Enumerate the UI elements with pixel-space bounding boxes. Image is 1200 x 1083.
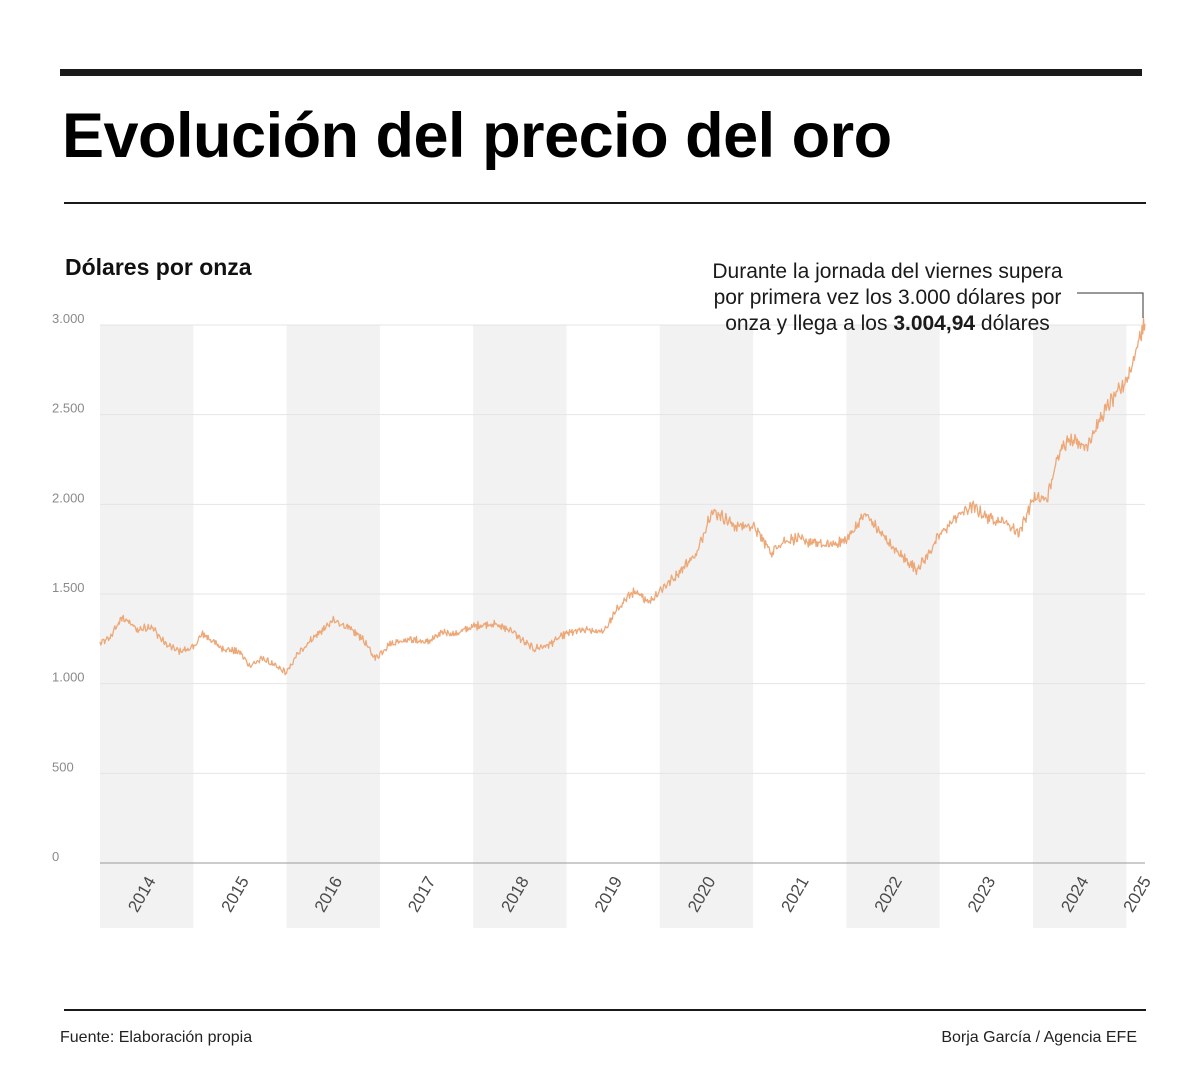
unit-label: Dólares por onza <box>65 254 252 280</box>
y-tick-label: 1.500 <box>52 580 85 595</box>
y-tick-label: 0 <box>52 849 59 864</box>
year-label-2017: 2017 <box>404 873 439 915</box>
page-title: Evolución del precio del oro <box>62 101 892 171</box>
annotation-suffix: dólares <box>975 312 1050 335</box>
year-band-2024 <box>1033 325 1127 928</box>
year-label-2021: 2021 <box>777 873 812 915</box>
top-rule <box>60 69 1142 76</box>
y-tick-label: 1.000 <box>52 670 85 685</box>
y-tick-label: 2.500 <box>52 401 85 416</box>
annotation-line-3: onza y llega a los 3.004,94 dólares <box>700 311 1075 337</box>
year-band-2022 <box>846 325 940 928</box>
y-tick-label: 500 <box>52 759 74 774</box>
year-label-2015: 2015 <box>218 873 253 915</box>
title-divider <box>64 202 1146 204</box>
annotation-leader-line <box>1077 292 1144 318</box>
annotation-line-1: Durante la jornada del viernes supera <box>712 260 1063 283</box>
year-label-2019: 2019 <box>591 873 626 915</box>
year-band-2016 <box>286 325 380 928</box>
annotation-line-2: por primera vez los 3.000 dólares por <box>713 286 1062 309</box>
source-note: Fuente: Elaboración propia <box>60 1029 253 1046</box>
year-band-2020 <box>659 325 754 928</box>
year-label-2023: 2023 <box>964 873 999 915</box>
bottom-rule <box>64 1009 1146 1011</box>
annotation-value: 3.004,94 <box>893 312 976 335</box>
y-tick-label: 3.000 <box>52 311 85 326</box>
y-tick-label: 2.000 <box>52 490 85 505</box>
credit-note: Borja García / Agencia EFE <box>941 1029 1137 1046</box>
record-annotation: Durante la jornada del viernes supera po… <box>700 259 1075 337</box>
year-band-2018 <box>473 325 567 928</box>
price-series-line-0 <box>99 317 1146 676</box>
annotation-prefix: onza y llega a los <box>725 312 894 335</box>
